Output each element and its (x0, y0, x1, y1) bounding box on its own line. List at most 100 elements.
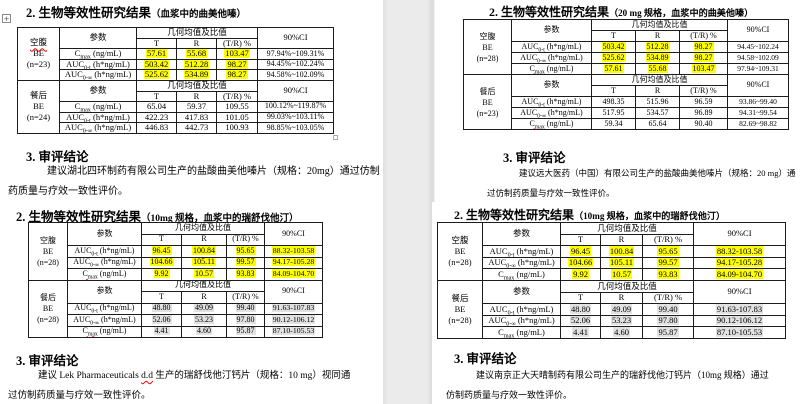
ci-text: 94.58%~102.09% (266, 69, 325, 79)
section-title: 2. 生物等效性研究结果 (26, 6, 152, 20)
param-label-cell: Cmax (ng/mL) (482, 268, 561, 281)
ci-text: 97.94%~109.31% (266, 48, 325, 58)
value-text: 101.05 (225, 112, 249, 122)
ci-text: 90.12-106.12 (715, 315, 764, 326)
param-unit: (h*ng/mL) (97, 245, 135, 255)
value-cell: 534.89 (176, 69, 217, 81)
value-cell: 65.64 (635, 118, 680, 130)
value-text: 52.06 (151, 314, 172, 324)
anchor-expand-icon[interactable]: + (2, 14, 11, 23)
group-label-line: (n=28) (476, 53, 499, 63)
subcol-header-cell: R (181, 233, 227, 246)
value-cell: 4.41 (560, 326, 601, 339)
ci-value-cell: 94.58~102.09 (727, 52, 789, 64)
group-label-line: 餐后 (29, 90, 47, 101)
group-label-line: (n=28) (37, 315, 59, 325)
value-text: 97.80 (657, 315, 679, 326)
value-text: 90.40 (694, 118, 713, 128)
value-cell: 4.41 (141, 325, 182, 338)
value-text: 98.27 (226, 69, 248, 80)
value-cell: 99.57 (642, 256, 694, 270)
param-subscript: 0-∞ (90, 262, 100, 269)
subcol-header-cell: T (560, 233, 601, 247)
param-subscript: max (87, 274, 98, 280)
subcol-header-cell: R (635, 30, 680, 42)
param-label-cell: AUC0-t (h*ng/mL) (59, 58, 137, 71)
param-subscript: max (534, 69, 545, 75)
value-cell: 96.45 (141, 245, 182, 258)
ci-text: 88.32-103.58 (715, 245, 764, 256)
document-pane-bottom-left: 2. 生物等效性研究结果（10mg 规格，血浆中的瑞舒伐他汀） 空腹 BE (n=28… (0, 202, 383, 404)
param-label-cell: AUC0-t (h*ng/mL) (67, 245, 142, 258)
param-unit: (h*ng/mL) (546, 52, 583, 62)
ci-value-cell: 94.45~102.24 (727, 41, 789, 53)
ci-value-cell: 100.12%~119.87% (257, 101, 334, 113)
value-cell: 101.05 (216, 111, 258, 124)
group-label-line: BE (42, 304, 54, 314)
subcol-header-cell: (T/R) % (216, 37, 258, 50)
ci-value-cell: 91.63-107.83 (264, 302, 323, 315)
value-cell: 104.66 (141, 256, 182, 269)
param-base: AUC (520, 52, 538, 62)
section-title: 2. 生物等效性研究结果 (16, 210, 142, 224)
value-cell: 52.06 (560, 314, 601, 328)
subcol-header-cell: (T/R) % (642, 291, 694, 305)
subcol-header-cell: (T/R) % (226, 291, 265, 304)
subcol-header-cell: (T/R) % (642, 233, 694, 247)
group-label-line: 空腹 (40, 235, 56, 245)
param-unit: (h*ng/mL) (99, 314, 136, 324)
be-results-table: 空腹 BE (n=28) 参数 几何均值及比值 90%CI T R (T/R) % AUC0-t … (463, 19, 789, 130)
ci-value-cell: 94.31~99.54 (727, 107, 789, 119)
value-text: 512.28 (645, 41, 670, 51)
conclusion-line: 仿制药质量与疗效一致性评价。 (446, 385, 796, 404)
param-header-cell: 参数 (511, 19, 592, 42)
param-unit: (ng/mL) (90, 101, 122, 112)
value-cell: 95.87 (226, 325, 265, 338)
value-cell: 498.35 (591, 96, 636, 108)
ci-text: 94.31~99.54 (739, 107, 777, 117)
conclusion-text: 生产的瑞舒伐他汀钙片（规格：10 mg）视同通 (153, 371, 351, 381)
subcol-header-cell: (T/R) % (226, 233, 265, 246)
value-cell: 503.42 (136, 58, 177, 71)
param-unit: (h*ng/mL) (97, 303, 135, 313)
ci-value-cell: 84.09-104.70 (693, 268, 786, 281)
table-resize-handle[interactable] (333, 135, 338, 140)
group-label-line: 空腹 (29, 37, 47, 48)
param-unit: (ng/mL) (97, 268, 127, 278)
param-label-cell: AUC0-∞ (h*ng/mL) (59, 69, 137, 81)
param-base: AUC (74, 303, 92, 313)
param-unit: (h*ng/mL) (99, 257, 136, 267)
value-text: 100.84 (192, 245, 216, 255)
ci-header-cell: 90%CI (264, 222, 323, 246)
ci-value-cell: 99.03%~103.11% (257, 111, 334, 124)
ci-text: 94.45~102.24 (737, 41, 779, 51)
conclusion-paragraph: 建议南京正大天晴制药有限公司生产的瑞舒伐他汀钙片（10mg 规格）通过 仿制药质量… (446, 365, 796, 404)
value-text: 4.60 (196, 326, 212, 336)
value-text: 517.95 (602, 107, 625, 117)
param-base: C (498, 326, 504, 337)
conclusion-line: 建议远大医药（中国）有限公司生产的盐酸曲美他嗪片（规格：20 mg）通 (487, 163, 799, 183)
param-unit: (ng/mL) (514, 326, 545, 337)
be-results-table: 空腹 BE (n=28) 参数 几何均值及比值 90%CI T R (T/R) % AUC0-t … (28, 222, 323, 338)
value-cell: 10.57 (181, 268, 227, 281)
value-text: 4.41 (572, 326, 589, 337)
param-unit: (h*ng/mL) (546, 107, 583, 117)
value-text: 57.61 (145, 48, 168, 59)
geo-mean-header-cell: 几何均值及比值 (141, 222, 265, 235)
subcol-header-cell: R (600, 233, 643, 247)
value-text: 96.45 (569, 245, 592, 256)
param-unit: (h*ng/mL) (515, 315, 555, 326)
value-text: 105.11 (608, 257, 635, 268)
subcol-header-cell: (T/R) % (679, 30, 728, 42)
value-cell: 515.96 (635, 96, 680, 108)
param-subscript: max (87, 331, 98, 338)
group-label-line: 空腹 (479, 31, 496, 41)
group-label-line: BE (42, 246, 54, 256)
value-cell: 57.61 (591, 63, 636, 75)
conclusion-heading: 3. 审评结论 (454, 352, 517, 366)
document-pane-bottom-right: 2. 生物等效性研究结果（10mg 规格，血浆中的瑞舒伐他汀） 空腹 BE (n=28… (432, 202, 800, 404)
param-header-cell: 参数 (67, 222, 142, 246)
param-subscript: 0-∞ (82, 129, 93, 134)
geo-mean-header-cell: 几何均值及比值 (141, 279, 265, 292)
value-text: 104.66 (149, 257, 174, 267)
